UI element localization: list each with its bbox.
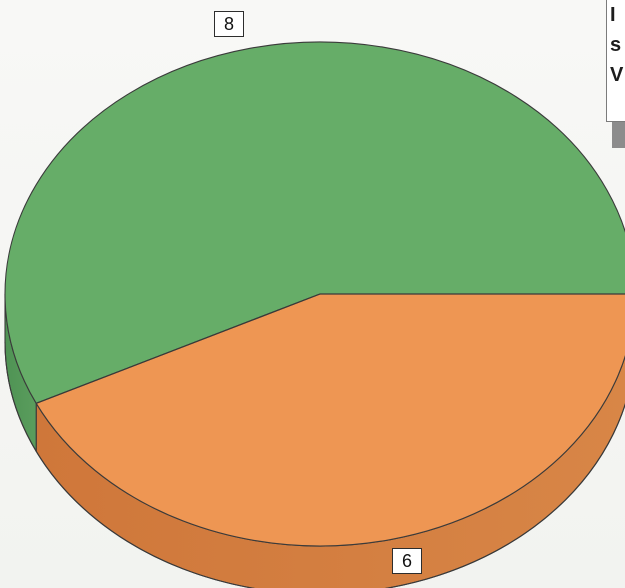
slice-label-6: 6	[392, 548, 422, 574]
pie-slice-6	[35, 293, 625, 547]
legend-shadow	[612, 122, 625, 148]
legend-line-1: I	[610, 4, 616, 26]
legend-line-3: V	[610, 64, 624, 86]
pie-slice-8	[4, 41, 625, 404]
legend-text: I s V	[610, 0, 625, 90]
front-rim-outline	[4, 341, 625, 588]
slice-divider-left	[35, 293, 321, 404]
legend-box	[606, 0, 625, 122]
pie-layer	[4, 41, 625, 588]
slice-label-8: 8	[214, 11, 244, 37]
legend-line-2: s	[610, 34, 622, 56]
